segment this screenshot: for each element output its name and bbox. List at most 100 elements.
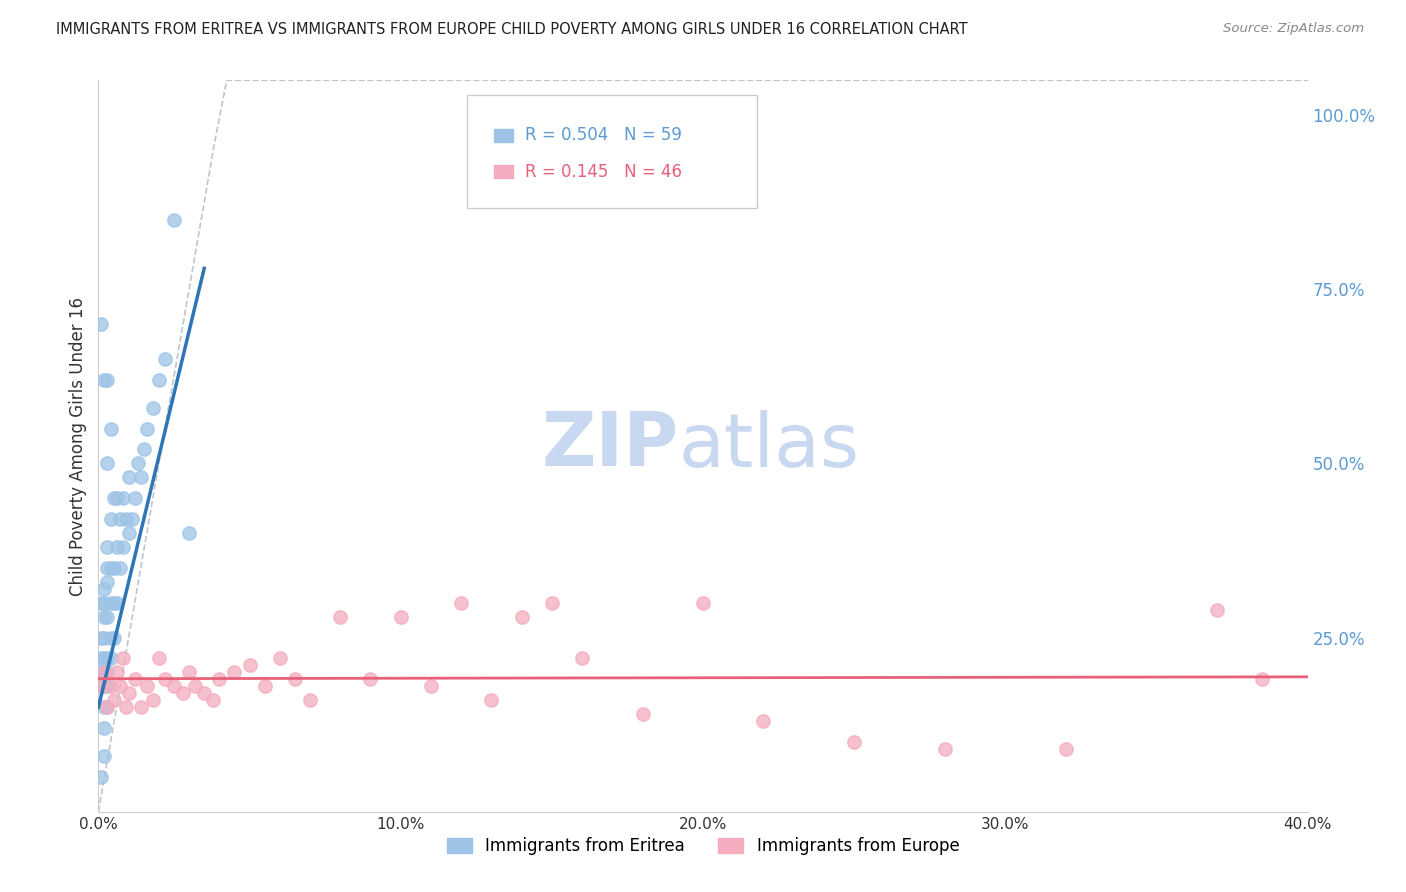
- Point: [90, 651, 112, 665]
- Point: [142, 401, 165, 415]
- Point: [172, 686, 194, 700]
- Point: [96, 457, 118, 471]
- Point: [193, 686, 215, 700]
- Point: [96, 679, 118, 693]
- Point: [163, 212, 186, 227]
- Point: [96, 651, 118, 665]
- Point: [1206, 603, 1229, 617]
- Point: [129, 470, 152, 484]
- Text: R = 0.145   N = 46: R = 0.145 N = 46: [526, 162, 682, 181]
- Point: [153, 351, 176, 366]
- Point: [111, 540, 134, 554]
- Point: [420, 679, 443, 693]
- Point: [90, 317, 112, 331]
- Point: [111, 651, 134, 665]
- Point: [103, 561, 125, 575]
- Point: [202, 693, 225, 707]
- Point: [752, 714, 775, 728]
- Point: [108, 561, 131, 575]
- Point: [148, 651, 170, 665]
- Point: [90, 596, 112, 610]
- Point: [124, 673, 146, 687]
- Point: [93, 700, 115, 714]
- FancyBboxPatch shape: [494, 128, 513, 142]
- Point: [93, 665, 115, 680]
- Point: [631, 707, 654, 722]
- FancyBboxPatch shape: [494, 165, 513, 178]
- Point: [135, 679, 157, 693]
- Point: [90, 679, 112, 693]
- Point: [118, 526, 141, 541]
- Text: atlas: atlas: [679, 409, 860, 483]
- Point: [208, 673, 231, 687]
- Point: [93, 651, 115, 665]
- Point: [103, 631, 125, 645]
- Point: [329, 609, 352, 624]
- Point: [360, 673, 382, 687]
- Point: [135, 421, 157, 435]
- Point: [179, 526, 201, 541]
- Point: [96, 609, 118, 624]
- Point: [93, 596, 115, 610]
- Point: [224, 665, 246, 680]
- Point: [121, 512, 143, 526]
- Point: [100, 631, 122, 645]
- Point: [571, 651, 593, 665]
- Point: [103, 491, 125, 506]
- Point: [389, 609, 412, 624]
- Point: [184, 679, 207, 693]
- Point: [111, 491, 134, 506]
- Point: [100, 651, 122, 665]
- Point: [540, 596, 562, 610]
- Point: [93, 749, 115, 764]
- Point: [450, 596, 472, 610]
- Point: [148, 373, 170, 387]
- Point: [96, 665, 118, 680]
- Point: [118, 686, 141, 700]
- Point: [90, 770, 112, 784]
- Point: [90, 631, 112, 645]
- Point: [127, 457, 149, 471]
- Point: [103, 596, 125, 610]
- Text: Source: ZipAtlas.com: Source: ZipAtlas.com: [1223, 22, 1364, 36]
- Point: [93, 665, 115, 680]
- Point: [692, 596, 714, 610]
- Point: [844, 735, 866, 749]
- Point: [124, 491, 146, 506]
- Text: R = 0.504   N = 59: R = 0.504 N = 59: [526, 126, 682, 145]
- Point: [96, 574, 118, 589]
- Point: [163, 679, 186, 693]
- Point: [269, 651, 291, 665]
- Legend: Immigrants from Eritrea, Immigrants from Europe: Immigrants from Eritrea, Immigrants from…: [440, 830, 966, 862]
- Point: [510, 609, 533, 624]
- Point: [93, 373, 115, 387]
- Point: [96, 700, 118, 714]
- Point: [108, 679, 131, 693]
- Point: [114, 512, 136, 526]
- Point: [100, 679, 122, 693]
- FancyBboxPatch shape: [467, 95, 758, 209]
- Point: [100, 512, 122, 526]
- Point: [299, 693, 322, 707]
- Point: [90, 665, 112, 680]
- Y-axis label: Child Poverty Among Girls Under 16: Child Poverty Among Girls Under 16: [69, 296, 87, 596]
- Point: [284, 673, 307, 687]
- Text: IMMIGRANTS FROM ERITREA VS IMMIGRANTS FROM EUROPE CHILD POVERTY AMONG GIRLS UNDE: IMMIGRANTS FROM ERITREA VS IMMIGRANTS FR…: [56, 22, 967, 37]
- Point: [934, 742, 956, 756]
- Point: [96, 540, 118, 554]
- Point: [132, 442, 155, 457]
- Point: [93, 609, 115, 624]
- Point: [239, 658, 262, 673]
- Point: [105, 665, 128, 680]
- Point: [253, 679, 276, 693]
- Point: [93, 631, 115, 645]
- Point: [108, 512, 131, 526]
- Point: [1251, 673, 1274, 687]
- Text: ZIP: ZIP: [541, 409, 679, 483]
- Point: [142, 693, 165, 707]
- Point: [96, 373, 118, 387]
- Point: [100, 596, 122, 610]
- Point: [103, 693, 125, 707]
- Point: [481, 693, 503, 707]
- Point: [105, 540, 128, 554]
